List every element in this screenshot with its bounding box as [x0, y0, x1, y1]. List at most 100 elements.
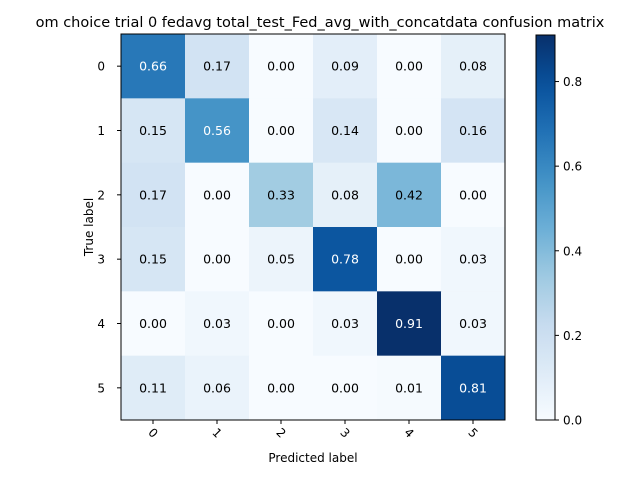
heatmap-cell: [185, 34, 250, 99]
cell-value-label: 0.16: [459, 123, 487, 138]
cell-value-label: 0.01: [395, 380, 423, 395]
colorbar-tick-label: 0.6: [563, 160, 582, 174]
heatmap-cell: [377, 98, 442, 164]
heatmap-cell: [441, 227, 506, 292]
cell-value-label: 0.91: [395, 316, 423, 331]
heatmap-cell: [441, 162, 506, 228]
x-tick-label: 4: [401, 425, 416, 440]
heatmap-cell: [313, 162, 378, 228]
cell-value-label: 0.03: [459, 316, 487, 331]
cell-value-label: 0.56: [203, 123, 231, 138]
cell-value-label: 0.00: [139, 316, 167, 331]
cell-value-label: 0.78: [331, 252, 359, 267]
heatmap-cell: [185, 98, 250, 164]
x-tick-label: 1: [209, 425, 224, 440]
heatmap-cell: [185, 291, 250, 357]
colorbar: [535, 34, 556, 421]
heatmap-cell: [313, 98, 378, 164]
heatmap-cell: [441, 34, 506, 99]
cell-value-label: 0.03: [331, 316, 359, 331]
y-tick-label: 2: [97, 188, 105, 202]
cell-value-label: 0.05: [267, 252, 295, 267]
plot-frame: [120, 33, 506, 421]
heatmap-cell: [313, 34, 378, 99]
cell-value-label: 0.00: [203, 252, 231, 267]
x-tick-label: 2: [273, 425, 288, 440]
y-tick-label: 4: [97, 317, 105, 331]
cell-value-label: 0.00: [267, 316, 295, 331]
heatmap-cell: [377, 291, 442, 357]
heatmap-cell: [185, 355, 250, 421]
heatmap-cell: [121, 162, 186, 228]
heatmap-cell: [313, 227, 378, 292]
y-tick-label: 3: [97, 253, 105, 267]
cell-value-label: 0.00: [267, 123, 295, 138]
heatmap-cell: [313, 355, 378, 421]
cell-value-label: 0.00: [395, 59, 423, 74]
heatmap-cell: [121, 355, 186, 421]
cell-value-label: 0.09: [331, 59, 359, 74]
colorbar-tick-label: 0.4: [563, 244, 582, 258]
cell-value-label: 0.17: [203, 59, 231, 74]
cell-value-label: 0.00: [267, 59, 295, 74]
cell-value-label: 0.08: [459, 59, 487, 74]
heatmap-cells: [121, 34, 506, 421]
cell-value-label: 0.00: [203, 187, 231, 202]
cell-value-label: 0.17: [139, 187, 167, 202]
heatmap-cell: [185, 227, 250, 292]
cell-value-label: 0.00: [267, 380, 295, 395]
y-tick-label: 0: [97, 60, 105, 74]
heatmap-cell: [249, 162, 314, 228]
heatmap-cell: [377, 355, 442, 421]
colorbar-tick-label: 0.8: [563, 75, 582, 89]
cell-value-label: 0.00: [331, 380, 359, 395]
heatmap-cell: [377, 227, 442, 292]
cell-value-label: 0.03: [459, 252, 487, 267]
x-tick-label: 5: [465, 425, 480, 440]
y-axis-label: True label: [82, 198, 96, 257]
heatmap-cell: [441, 355, 506, 421]
x-axis-ticks: 0 1 2 3 4 5: [145, 420, 481, 441]
cell-value-label: 0.33: [267, 187, 295, 202]
heatmap-cell: [249, 227, 314, 292]
y-tick-label: 1: [97, 124, 105, 138]
cell-value-label: 0.15: [139, 123, 167, 138]
cell-value-label: 0.00: [459, 187, 487, 202]
colorbar-tick-label: 0.2: [563, 329, 582, 343]
cell-value-label: 0.42: [395, 187, 423, 202]
heatmap-cell: [121, 227, 186, 292]
cell-value-label: 0.00: [395, 252, 423, 267]
colorbar-ticks: 0.0 0.2 0.4 0.6 0.8: [555, 75, 582, 428]
cell-value-labels: 0.66 0.17 0.00 0.09 0.00 0.08 0.15 0.56 0.00 0.14…: [139, 59, 487, 396]
x-tick-label: 0: [145, 425, 160, 440]
heatmap-cell: [185, 162, 250, 228]
cell-value-label: 0.06: [203, 380, 231, 395]
cell-value-label: 0.15: [139, 252, 167, 267]
x-tick-label: 3: [337, 425, 352, 440]
heatmap-cell: [377, 34, 442, 99]
cell-value-label: 0.08: [331, 187, 359, 202]
heatmap-cell: [121, 291, 186, 357]
chart-title: om choice trial 0 fedavg total_test_Fed_…: [36, 15, 605, 31]
cell-value-label: 0.11: [139, 380, 167, 395]
heatmap-cell: [377, 162, 442, 228]
y-tick-label: 5: [97, 381, 105, 395]
cell-value-label: 0.66: [139, 59, 167, 74]
heatmap-cell: [441, 291, 506, 357]
x-axis-label: Predicted label: [268, 451, 357, 465]
heatmap-cell: [249, 34, 314, 99]
cell-value-label: 0.14: [331, 123, 359, 138]
heatmap-cell: [249, 98, 314, 164]
heatmap-cell: [441, 98, 506, 164]
colorbar-tick-label: 0.0: [563, 414, 582, 428]
cell-value-label: 0.81: [459, 380, 487, 395]
heatmap-cell: [121, 34, 186, 99]
heatmap-cell: [249, 355, 314, 421]
y-axis-ticks: 0 1 2 3 4 5: [97, 60, 121, 395]
cell-value-label: 0.00: [395, 123, 423, 138]
cell-value-label: 0.03: [203, 316, 231, 331]
heatmap-cell: [249, 291, 314, 357]
heatmap-cell: [121, 98, 186, 164]
